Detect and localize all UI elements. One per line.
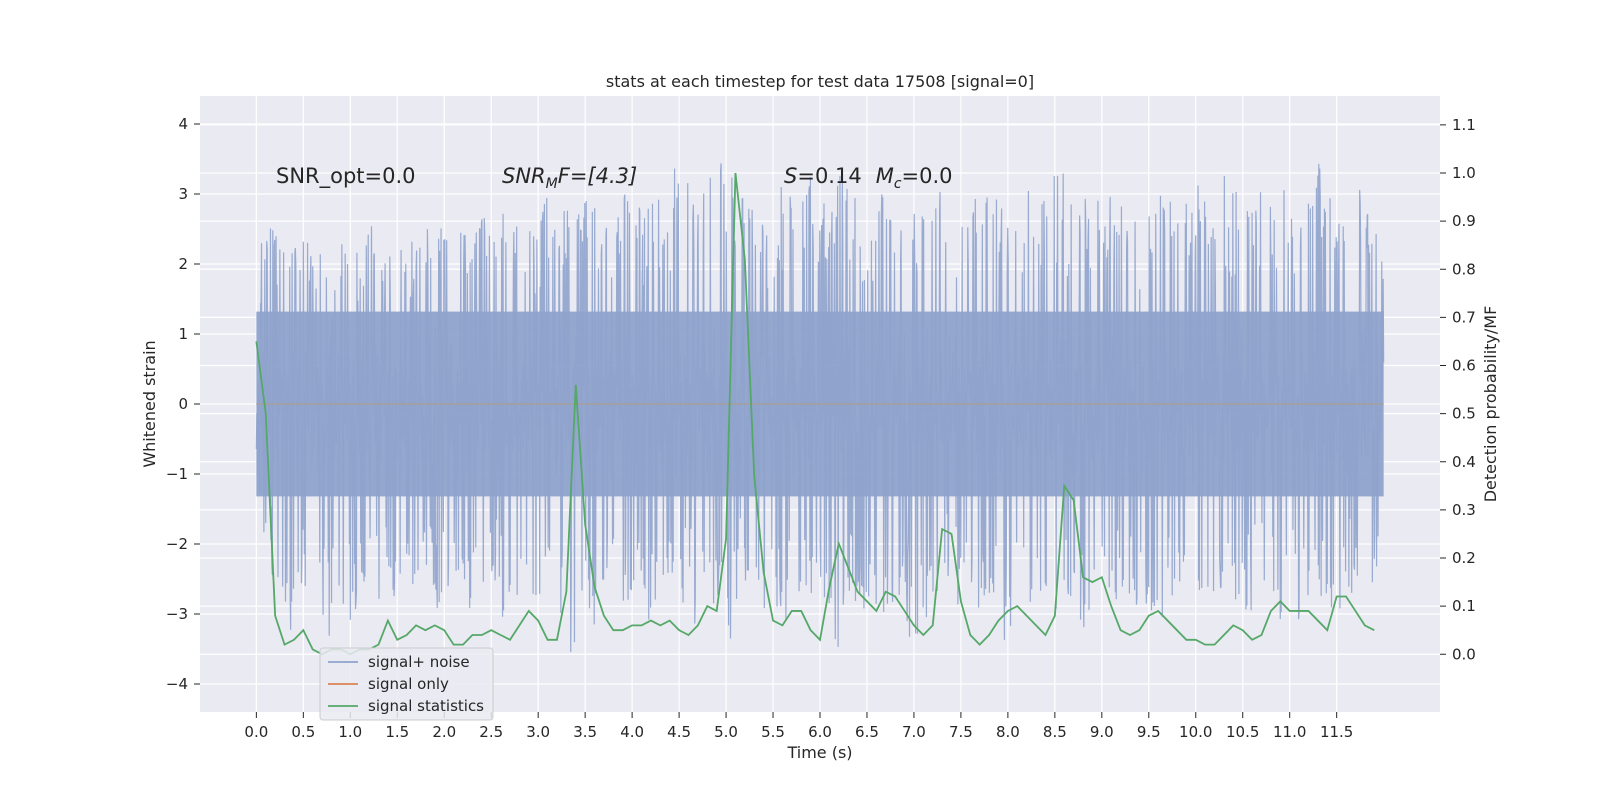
chart-title: stats at each timestep for test data 175… — [606, 72, 1034, 91]
y2-tick-label: 0.0 — [1452, 645, 1476, 663]
x-tick-label: 3.5 — [573, 723, 597, 741]
y2-tick-label: 1.0 — [1452, 164, 1476, 182]
y-tick-label: −4 — [166, 675, 188, 693]
y-axis-label: Whitened strain — [140, 340, 159, 467]
snr-mf-sub: M — [546, 176, 558, 192]
mc-value: =0.0 — [902, 164, 953, 188]
y-tick-label: 2 — [178, 255, 188, 273]
legend-box — [319, 647, 494, 721]
annotation-snr-mf: SNRMF=[4.3] — [502, 164, 637, 192]
y-tick-label: −3 — [166, 605, 188, 623]
x-tick-label: 10.0 — [1179, 723, 1212, 741]
x-tick-label: 5.0 — [714, 723, 738, 741]
mc-sub: c — [894, 176, 902, 192]
ticks: 0.0 0.5 1.0 1.5 2.0 2.5 3.0 3.5 4.0 4.5 5.0 5.5 6.0 6… — [166, 115, 1476, 741]
x-tick-label: 8.5 — [1043, 723, 1067, 741]
y-tick-label: 0 — [178, 395, 188, 413]
s-value: =0.14 — [797, 164, 861, 188]
annotation-s-mc: S=0.14 Mc=0.0 — [784, 164, 953, 192]
x-tick-label: 11.0 — [1273, 723, 1306, 741]
x-tick-label: 5.5 — [761, 723, 785, 741]
series-signal-noise — [255, 163, 1385, 652]
x-tick-label: 9.0 — [1090, 723, 1114, 741]
y-tick-label: 1 — [178, 325, 188, 343]
y-tick-label: −2 — [166, 535, 188, 553]
legend-label-signal-statistics: signal statistics — [368, 697, 484, 715]
x-axis-label: Time (s) — [786, 743, 852, 762]
x-tick-label: 4.5 — [667, 723, 691, 741]
y-tick-label: 4 — [178, 115, 188, 133]
x-tick-label: 3.0 — [526, 723, 550, 741]
y2-axis-label: Detection probability/MF — [1481, 306, 1500, 503]
series-signal-statistics — [255, 172, 1375, 656]
legend-label-signal-noise: signal+ noise — [368, 653, 470, 671]
y2-tick-label: 0.8 — [1452, 260, 1476, 278]
y-tick-label: −1 — [166, 465, 188, 483]
legend: signal+ noise signal only signal statist… — [319, 647, 494, 721]
x-tick-label: 1.5 — [385, 723, 409, 741]
annotation-snr-opt: SNR_opt=0.0 — [276, 164, 416, 189]
y-tick-label: 3 — [178, 185, 188, 203]
y2-tick-label: 0.9 — [1452, 212, 1476, 230]
x-tick-label: 11.5 — [1320, 723, 1353, 741]
x-tick-label: 8.0 — [996, 723, 1020, 741]
y2-tick-label: 0.2 — [1452, 549, 1476, 567]
y2-tick-label: 0.3 — [1452, 501, 1476, 519]
x-tick-label: 2.0 — [432, 723, 456, 741]
x-tick-label: 10.5 — [1226, 723, 1259, 741]
x-tick-label: 7.0 — [902, 723, 926, 741]
series-layer — [255, 163, 1385, 656]
s-symbol: S — [784, 164, 797, 188]
x-tick-label: 4.0 — [620, 723, 644, 741]
x-tick-label: 1.0 — [338, 723, 362, 741]
x-tick-label: 7.5 — [949, 723, 973, 741]
y2-tick-label: 0.7 — [1452, 308, 1476, 326]
x-tick-label: 9.5 — [1137, 723, 1161, 741]
mc-base: M — [876, 164, 894, 188]
x-tick-label: 2.5 — [479, 723, 503, 741]
y2-tick-label: 0.6 — [1452, 357, 1476, 375]
y2-tick-label: 1.1 — [1452, 116, 1476, 134]
x-tick-label: 6.0 — [808, 723, 832, 741]
snr-mf-base: SNR — [502, 164, 546, 188]
y2-tick-label: 0.5 — [1452, 405, 1476, 423]
y2-tick-label: 0.1 — [1452, 597, 1476, 615]
x-tick-label: 6.5 — [855, 723, 879, 741]
y2-tick-label: 0.4 — [1452, 453, 1476, 471]
legend-label-signal-only: signal only — [368, 675, 449, 693]
x-tick-label: 0.0 — [244, 723, 268, 741]
snr-mf-rest: F=[4.3] — [558, 164, 637, 188]
x-tick-label: 0.5 — [291, 723, 315, 741]
